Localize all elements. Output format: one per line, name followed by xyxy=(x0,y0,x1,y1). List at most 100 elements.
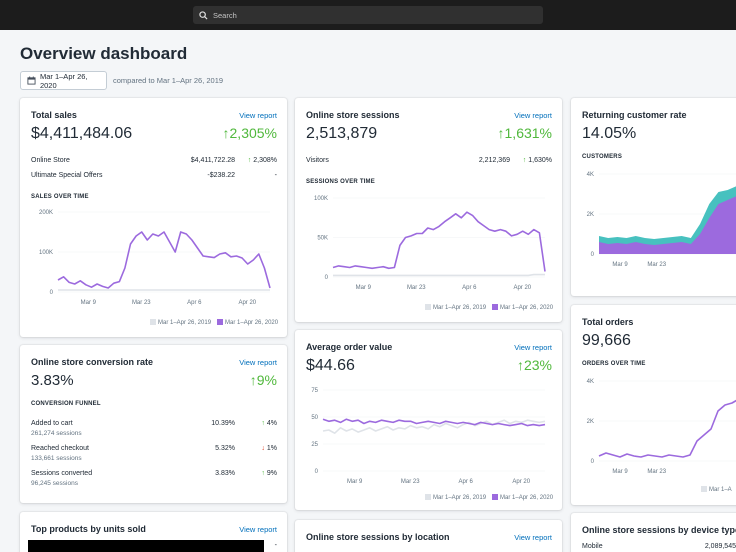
redacted-product-name xyxy=(28,540,264,552)
delta-value: 9% xyxy=(256,372,277,388)
y-tick-label: 50K xyxy=(317,236,328,242)
legend-item: Mar 1–Apr 26, 2019 xyxy=(425,494,486,501)
x-tick-label: Apr 20 xyxy=(238,300,256,306)
row-value: 2,089,545 xyxy=(704,543,736,550)
row-delta: ↑ 1,630% xyxy=(522,157,552,164)
chart-legend: Mar 1–A xyxy=(701,486,732,493)
x-tick-label: Mar 9 xyxy=(81,300,97,306)
chart-legend: Mar 1–Apr 26, 2019 Mar 1–Apr 26, 2020 xyxy=(425,304,553,311)
chart-legend: Mar 1–Apr 26, 2019 Mar 1–Apr 26, 2020 xyxy=(150,319,278,326)
row-delta: ↑ 4% xyxy=(261,420,277,427)
delta: ↑23% xyxy=(517,357,552,373)
y-tick-label: 4K xyxy=(587,172,594,178)
y-tick-label: 4K xyxy=(587,379,594,385)
legend-item: Mar 1–Apr 26, 2020 xyxy=(492,494,553,501)
y-tick-label: 0 xyxy=(591,459,595,465)
date-range-label: Mar 1–Apr 26, 2020 xyxy=(39,71,88,90)
line-series xyxy=(57,231,271,289)
view-report-link[interactable]: View report xyxy=(239,111,277,120)
date-range-button[interactable]: Mar 1–Apr 26, 2020 xyxy=(20,71,107,90)
chart-label: SALES OVER TIME xyxy=(31,194,89,200)
x-tick-label: Mar 23 xyxy=(647,262,666,268)
row-value: 5.32% xyxy=(215,445,235,452)
y-tick-label: 2K xyxy=(587,419,594,425)
funnel-row: Sessions converted 96,245 sessions 3.83%… xyxy=(31,470,277,487)
total-orders-card: Total orders 99,666 ORDERS OVER TIME 4K 2… xyxy=(571,305,736,505)
arrow-up-icon: ↑ xyxy=(261,470,267,477)
aov-value: $44.66 xyxy=(306,357,355,374)
x-tick-label: Mar 9 xyxy=(356,285,372,291)
list-item: Mobile 2,089,545 xyxy=(582,543,736,552)
conversion-rate-value: 3.83% xyxy=(31,372,74,389)
aov-chart: 75 50 25 0 Mar 9 Mar 23 Apr 6 Apr 20 xyxy=(311,388,546,485)
row-label: Sessions converted xyxy=(31,470,93,477)
row-value: -$238.22 xyxy=(207,172,235,179)
y-tick-label: 0 xyxy=(50,290,54,296)
x-tick-label: Apr 20 xyxy=(513,285,531,291)
card-title: Online store sessions xyxy=(306,110,400,120)
row-label: Added to cart xyxy=(31,420,73,427)
arrow-down-icon: ↓ xyxy=(261,445,267,452)
view-report-link[interactable]: View report xyxy=(239,525,277,534)
y-tick-label: 200K xyxy=(39,210,53,216)
view-report-link[interactable]: View report xyxy=(239,358,277,367)
total-sales-value: $4,411,484.06 xyxy=(31,125,133,142)
search-icon xyxy=(199,10,208,20)
returning-customer-rate-card: Returning customer rate 14.05% CUSTOMERS… xyxy=(571,98,736,296)
card-title: Online store sessions by location xyxy=(306,532,450,542)
sessions-by-location-card: Online store sessions by location View r… xyxy=(295,520,562,552)
sessions-chart: 100K 50K 0 Mar 9 Mar 23 Apr 6 Apr 20 xyxy=(314,196,546,291)
y-tick-label: 2K xyxy=(587,212,594,218)
row-delta: - xyxy=(274,172,277,179)
line-series xyxy=(322,419,546,434)
row-label: Mobile xyxy=(582,543,603,550)
row-sessions: 96,245 sessions xyxy=(31,480,78,487)
x-tick-label: Mar 9 xyxy=(347,479,363,485)
legend-item: Mar 1–Apr 26, 2019 xyxy=(150,319,211,326)
total-orders-value: 99,666 xyxy=(582,332,631,349)
x-tick-label: Mar 23 xyxy=(401,479,420,485)
delta: ↑1,631% xyxy=(498,125,552,141)
x-tick-label: Mar 9 xyxy=(612,469,628,475)
x-tick-label: Mar 23 xyxy=(132,300,151,306)
arrow-up-icon: ↑ xyxy=(497,125,505,141)
arrow-up-icon: ↑ xyxy=(516,357,524,373)
area-series xyxy=(599,196,736,254)
card-title: Total orders xyxy=(582,317,634,327)
list-item: Online Store $4,411,722.28 ↑ 2,308% xyxy=(31,157,277,167)
view-report-link[interactable]: View report xyxy=(514,111,552,120)
search-bar[interactable] xyxy=(193,6,543,24)
delta-value: 23% xyxy=(523,357,552,373)
customers-chart: 4K 2K 0 Mar 9 Mar 23 xyxy=(587,172,736,268)
top-bar xyxy=(0,0,736,30)
line-series xyxy=(598,399,736,458)
x-tick-label: Mar 23 xyxy=(647,469,666,475)
average-order-value-card: Average order value View report $44.66 ↑… xyxy=(295,330,562,510)
delta: ↑2,305% xyxy=(223,125,277,141)
arrow-up-icon: ↑ xyxy=(247,157,254,164)
view-report-link[interactable]: View report xyxy=(514,533,552,542)
row-delta: ↑ 2,308% xyxy=(247,157,277,164)
chart-label: SESSIONS OVER TIME xyxy=(306,179,375,185)
y-tick-label: 100K xyxy=(39,250,53,256)
row-sessions: 261,274 sessions xyxy=(31,430,82,437)
row-label: Reached checkout xyxy=(31,445,89,452)
arrow-up-icon: ↑ xyxy=(261,420,267,427)
legend-item: Mar 1–A xyxy=(701,486,732,493)
list-item: Ultimate Special Offers -$238.22 - xyxy=(31,172,277,182)
x-tick-label: Apr 20 xyxy=(512,479,530,485)
card-title: Average order value xyxy=(306,342,393,352)
search-input[interactable] xyxy=(213,10,513,20)
row-delta: ↑ 9% xyxy=(261,470,277,477)
x-tick-label: Apr 6 xyxy=(187,300,202,306)
x-tick-label: Apr 6 xyxy=(462,285,477,291)
y-tick-label: 0 xyxy=(325,275,329,281)
line-series xyxy=(332,211,546,272)
view-report-link[interactable]: View report xyxy=(514,343,552,352)
row-label: Visitors xyxy=(306,157,329,164)
online-store-sessions-card: Online store sessions View report 2,513,… xyxy=(295,98,562,322)
y-tick-label: 75 xyxy=(311,388,318,394)
orders-chart: 4K 2K 0 Mar 9 Mar 23 xyxy=(587,379,736,475)
row-value: 2,212,369 xyxy=(478,157,510,164)
y-tick-label: 0 xyxy=(591,252,595,258)
